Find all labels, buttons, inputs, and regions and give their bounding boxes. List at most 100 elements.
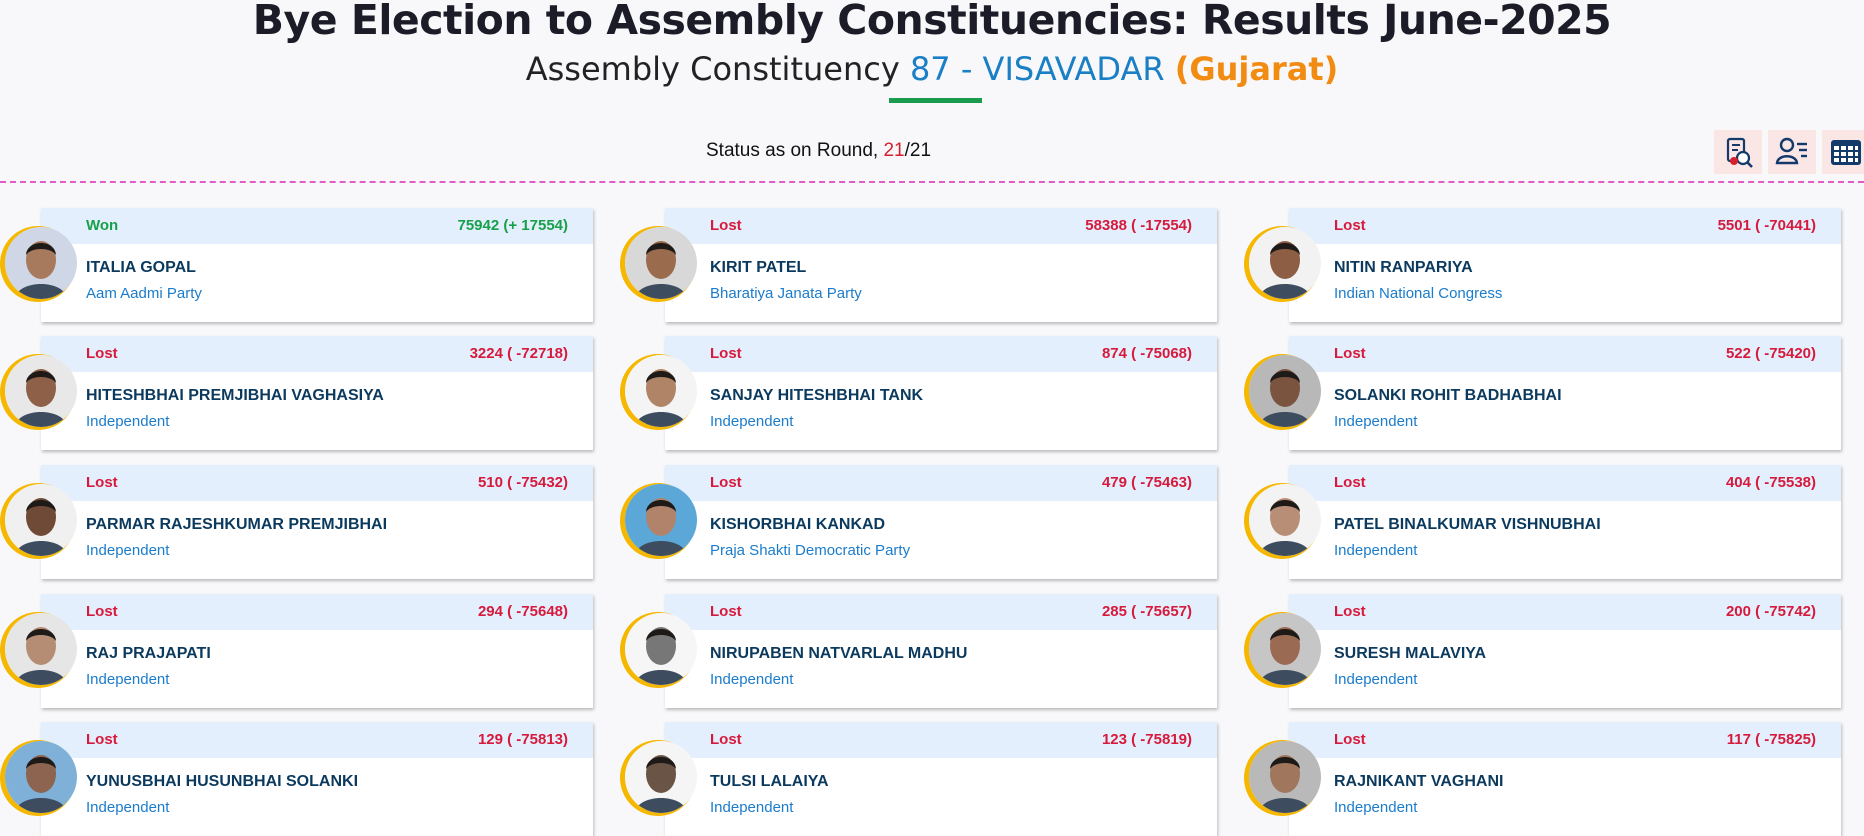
candidate-card[interactable]: Lost 117 ( -75825) RAJNIKANT VAGHANI Indepe… bbox=[1289, 722, 1841, 836]
state-name: (Gujarat) bbox=[1174, 50, 1339, 88]
candidate-name: RAJ PRAJAPATI bbox=[86, 645, 211, 662]
candidate-card[interactable]: Lost 5501 ( -70441) NITIN RANPARIYA Indian … bbox=[1289, 208, 1841, 322]
candidate-card[interactable]: Lost 404 ( -75538) PATEL BINALKUMAR VISHNU… bbox=[1289, 465, 1841, 579]
party-name: Independent bbox=[86, 542, 170, 559]
card-header bbox=[1289, 465, 1841, 501]
candidate-card[interactable]: Lost 285 ( -75657) NIRUPABEN NATVARLAL MAD… bbox=[665, 594, 1217, 708]
candidate-card[interactable]: Lost 58388 ( -17554) KIRIT PATEL Bharatiya … bbox=[665, 208, 1217, 322]
candidate-card[interactable]: Lost 3224 ( -72718) HITESHBHAI PREMJIBHAI … bbox=[41, 336, 593, 450]
candidate-photo bbox=[1244, 740, 1321, 816]
card-header bbox=[665, 336, 1217, 372]
party-name: Independent bbox=[1334, 671, 1418, 688]
candidate-avatar bbox=[1249, 741, 1321, 813]
candidate-avatar bbox=[625, 227, 697, 299]
party-name: Independent bbox=[710, 799, 794, 816]
section-divider bbox=[0, 181, 1864, 183]
candidate-avatar bbox=[1249, 613, 1321, 685]
vote-count: 129 ( -75813) bbox=[477, 731, 568, 748]
vote-count: 285 ( -75657) bbox=[1101, 603, 1192, 620]
candidate-card[interactable]: Won 75942 (+ 17554) ITALIA GOPAL Aam Aadmi … bbox=[41, 208, 593, 322]
candidate-avatar bbox=[1249, 355, 1321, 427]
party-name: Independent bbox=[710, 413, 794, 430]
party-name: Independent bbox=[86, 413, 170, 430]
table-grid-button[interactable] bbox=[1822, 130, 1864, 174]
table-grid-icon bbox=[1831, 140, 1861, 165]
candidate-photo bbox=[1244, 483, 1321, 559]
candidate-photo bbox=[1244, 354, 1321, 430]
candidate-card[interactable]: Lost 874 ( -75068) SANJAY HITESHBHAI TANK I… bbox=[665, 336, 1217, 450]
candidate-card[interactable]: Lost 123 ( -75819) TULSI LALAIYA Independen… bbox=[665, 722, 1217, 836]
card-header bbox=[665, 594, 1217, 630]
round-total: /21 bbox=[904, 140, 932, 161]
candidate-name: SOLANKI ROHIT BADHABHAI bbox=[1334, 387, 1562, 404]
candidate-name: SURESH MALAVIYA bbox=[1334, 645, 1487, 662]
candidate-photo bbox=[0, 483, 77, 559]
card-header bbox=[41, 722, 593, 758]
party-name: Bharatiya Janata Party bbox=[710, 285, 862, 302]
candidate-photo bbox=[620, 226, 697, 302]
vote-count: 75942 (+ 17554) bbox=[457, 217, 568, 234]
status-label: Status as on Round, bbox=[706, 140, 879, 161]
vote-count: 3224 ( -72718) bbox=[469, 345, 568, 362]
candidate-name: PATEL BINALKUMAR VISHNUBHAI bbox=[1334, 516, 1601, 533]
report-button[interactable] bbox=[1714, 130, 1762, 174]
candidate-photo bbox=[620, 612, 697, 688]
card-header bbox=[41, 465, 593, 501]
party-name: Independent bbox=[1334, 799, 1418, 816]
result-status: Lost bbox=[710, 345, 742, 362]
candidate-photo bbox=[620, 483, 697, 559]
result-status: Lost bbox=[1334, 217, 1366, 234]
vote-count: 117 ( -75825) bbox=[1726, 731, 1816, 748]
card-header bbox=[665, 208, 1217, 244]
card-header bbox=[1289, 208, 1841, 244]
candidate-card[interactable]: Lost 522 ( -75420) SOLANKI ROHIT BADHABHAI… bbox=[1289, 336, 1841, 450]
vote-count: 123 ( -75819) bbox=[1101, 731, 1192, 748]
candidate-photo bbox=[1244, 612, 1321, 688]
card-header bbox=[665, 465, 1217, 501]
card-header bbox=[1289, 336, 1841, 372]
candidate-card[interactable]: Lost 479 ( -75463) KISHORBHAI KANKAD Praja … bbox=[665, 465, 1217, 579]
vote-count: 200 ( -75742) bbox=[1725, 603, 1816, 620]
candidate-name: PARMAR RAJESHKUMAR PREMJIBHAI bbox=[86, 516, 388, 533]
candidate-photo bbox=[1244, 226, 1321, 302]
candidate-avatar bbox=[625, 484, 697, 556]
round-current: 21 bbox=[883, 140, 905, 161]
candidate-name: KIRIT PATEL bbox=[710, 259, 807, 276]
candidate-card[interactable]: Lost 294 ( -75648) RAJ PRAJAPATI Independen… bbox=[41, 594, 593, 708]
candidate-name: SANJAY HITESHBHAI TANK bbox=[710, 387, 924, 404]
constituency-subtitle: Assembly Constituency 87 - VISAVADAR (Gu… bbox=[0, 50, 1864, 88]
result-status: Lost bbox=[710, 217, 742, 234]
candidate-photo bbox=[0, 740, 77, 816]
party-name: Independent bbox=[1334, 542, 1418, 559]
vote-count: 479 ( -75463) bbox=[1101, 474, 1192, 491]
result-status: Lost bbox=[1334, 345, 1366, 362]
candidate-avatar bbox=[5, 741, 77, 813]
constituency-code: 87 - VISAVADAR bbox=[909, 50, 1165, 88]
party-name: Independent bbox=[86, 799, 170, 816]
subtitle-prefix: Assembly Constituency bbox=[525, 50, 900, 88]
result-status: Lost bbox=[86, 474, 118, 491]
party-name: Praja Shakti Democratic Party bbox=[710, 542, 911, 559]
round-status: Status as on Round, 21/21 bbox=[706, 140, 931, 162]
candidate-photo bbox=[620, 354, 697, 430]
card-header bbox=[41, 594, 593, 630]
page-title: Bye Election to Assembly Constituencies:… bbox=[252, 0, 1612, 44]
candidate-avatar bbox=[5, 227, 77, 299]
party-name: Aam Aadmi Party bbox=[86, 285, 202, 302]
candidate-card[interactable]: Lost 129 ( -75813) YUNUSBHAI HUSUNBHAI SOL… bbox=[41, 722, 593, 836]
candidate-photo bbox=[0, 354, 77, 430]
party-name: Indian National Congress bbox=[1334, 285, 1503, 302]
result-status: Lost bbox=[710, 474, 742, 491]
candidate-list-button[interactable] bbox=[1768, 130, 1816, 174]
candidate-card[interactable]: Lost 200 ( -75742) SURESH MALAVIYA Independ… bbox=[1289, 594, 1841, 708]
candidate-name: HITESHBHAI PREMJIBHAI VAGHASIYA bbox=[86, 387, 384, 404]
candidate-card[interactable]: Lost 510 ( -75432) PARMAR RAJESHKUMAR PREM… bbox=[41, 465, 593, 579]
candidate-avatar bbox=[625, 355, 697, 427]
result-status: Lost bbox=[86, 731, 118, 748]
candidate-avatar bbox=[5, 613, 77, 685]
vote-count: 874 ( -75068) bbox=[1101, 345, 1192, 362]
party-name: Independent bbox=[710, 671, 794, 688]
candidate-avatar bbox=[625, 741, 697, 813]
candidate-list-icon bbox=[1775, 137, 1807, 165]
candidate-avatar bbox=[625, 613, 697, 685]
